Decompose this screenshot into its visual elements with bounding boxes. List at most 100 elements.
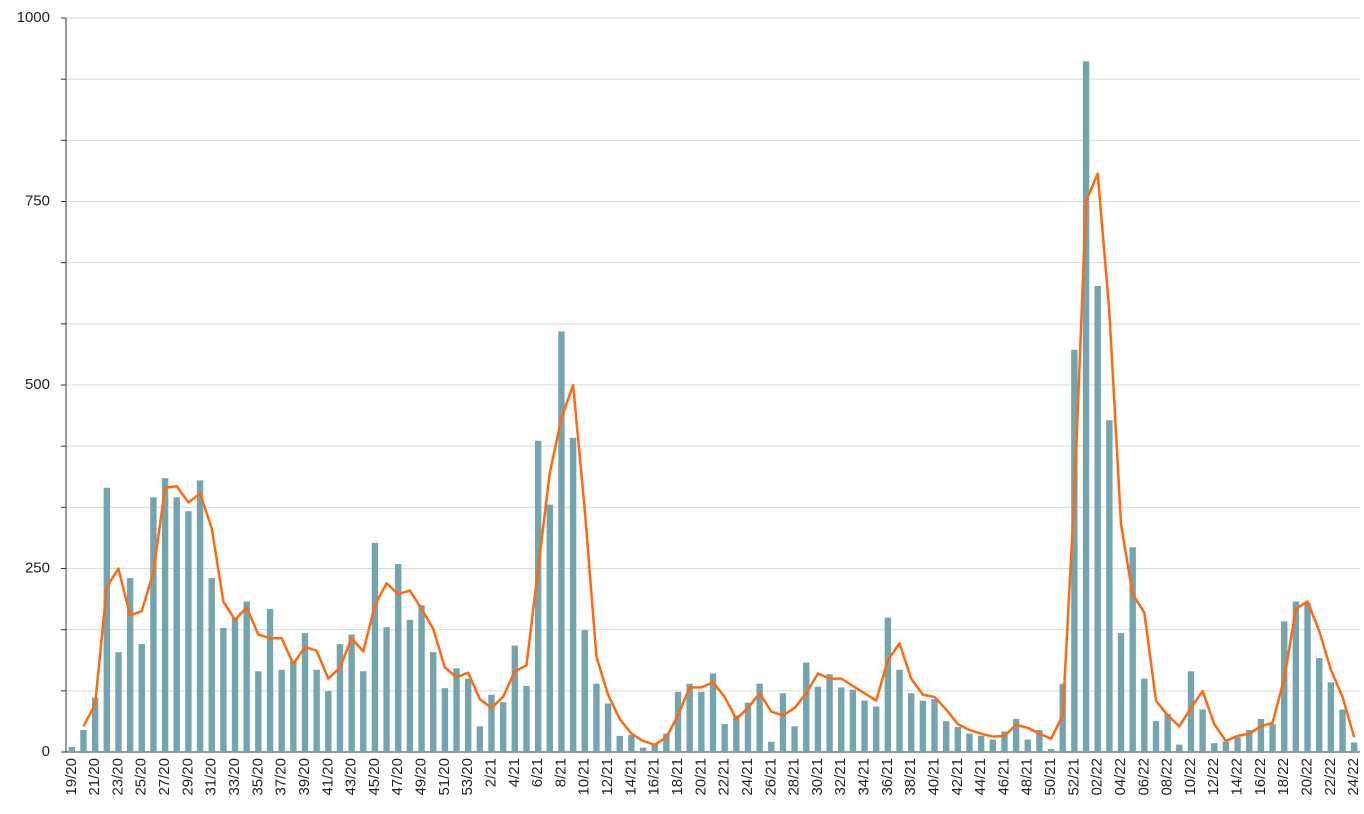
x-tick-label: 16/22 <box>1252 758 1269 796</box>
bar <box>115 652 122 752</box>
bar <box>1036 729 1043 752</box>
bar <box>150 497 157 752</box>
bar <box>243 601 250 752</box>
x-tick-label: 37/20 <box>273 758 290 796</box>
bar <box>569 437 577 752</box>
bar <box>511 645 519 752</box>
bar <box>674 691 682 752</box>
bar <box>989 739 996 752</box>
bar <box>768 741 775 752</box>
bar <box>942 721 950 752</box>
bar <box>558 331 565 752</box>
y-tick-label: 0 <box>42 743 50 760</box>
x-tick-label: 35/20 <box>249 758 266 796</box>
x-tick-label: 31/20 <box>203 758 220 796</box>
bar <box>1047 749 1055 752</box>
bar <box>744 702 752 752</box>
x-tick-label: 18/21 <box>669 758 686 796</box>
x-tick-label: 27/20 <box>156 758 173 796</box>
x-tick-label: 16/21 <box>646 758 663 796</box>
bar <box>931 699 938 752</box>
bar <box>861 700 868 752</box>
bar <box>1071 349 1078 752</box>
bar <box>873 706 880 752</box>
bar <box>1246 729 1253 752</box>
bar <box>383 627 390 752</box>
bar <box>1315 658 1323 752</box>
bar <box>838 687 845 752</box>
x-tick-label: 42/21 <box>949 758 966 796</box>
bar <box>1222 741 1230 752</box>
bar <box>803 662 810 752</box>
y-tick-label: 250 <box>25 559 50 576</box>
x-tick-label: 4/21 <box>506 758 523 787</box>
bar <box>126 578 134 752</box>
bar <box>196 480 204 752</box>
bar <box>534 440 542 752</box>
x-tick-label: 6/21 <box>529 758 546 787</box>
bar <box>418 605 425 752</box>
bar <box>709 673 717 752</box>
bar <box>1164 713 1171 752</box>
x-tick-label: 22/21 <box>716 758 733 796</box>
x-tick-label: 18/22 <box>1275 758 1292 796</box>
x-tick-label: 06/22 <box>1135 758 1152 796</box>
bar <box>849 689 857 752</box>
bar <box>220 627 227 752</box>
bar <box>779 693 787 752</box>
bar <box>395 564 402 752</box>
bar <box>68 746 76 752</box>
bar <box>826 674 833 752</box>
x-tick-label: 29/20 <box>179 758 196 796</box>
bar <box>663 733 670 752</box>
bar <box>919 700 927 752</box>
bar <box>523 685 530 752</box>
bar <box>138 644 145 752</box>
x-tick-label: 20/21 <box>692 758 709 796</box>
bar <box>966 733 973 752</box>
x-tick-label: 40/21 <box>925 758 942 796</box>
bar <box>1129 547 1136 752</box>
x-tick-label: 28/21 <box>786 758 803 796</box>
x-tick-label: 33/20 <box>226 758 243 796</box>
bar <box>1012 718 1020 752</box>
bar <box>208 578 215 752</box>
x-tick-label: 24/22 <box>1345 758 1362 796</box>
y-tick-label: 500 <box>25 376 50 393</box>
bar <box>1327 682 1335 752</box>
x-tick-label: 19/20 <box>63 758 80 796</box>
x-tick-label: 20/22 <box>1299 758 1316 796</box>
bar <box>441 688 449 752</box>
x-tick-label: 10/22 <box>1182 758 1199 796</box>
y-tick-label: 750 <box>25 192 50 209</box>
bar <box>336 644 344 752</box>
bar <box>756 683 763 752</box>
x-tick-label: 44/21 <box>972 758 989 796</box>
x-tick-label: 34/21 <box>856 758 873 796</box>
x-tick-label: 46/21 <box>995 758 1012 796</box>
bar <box>1152 721 1160 752</box>
bar <box>313 669 320 752</box>
bar <box>639 747 647 752</box>
bar <box>488 694 495 752</box>
bar <box>907 693 915 752</box>
x-tick-label: 51/20 <box>436 758 453 796</box>
bar <box>1001 731 1008 752</box>
x-tick-label: 38/21 <box>902 758 919 796</box>
x-tick-label: 32/21 <box>832 758 849 796</box>
bar <box>896 669 903 752</box>
x-tick-label: 12/21 <box>599 758 616 796</box>
bar <box>231 617 239 752</box>
bar <box>406 619 414 752</box>
bar <box>721 724 728 752</box>
bar <box>1292 601 1300 752</box>
bar <box>1257 718 1265 752</box>
x-tick-label: 2/21 <box>482 758 499 787</box>
bar <box>1281 621 1288 752</box>
bar <box>348 634 355 752</box>
bar <box>1187 671 1195 752</box>
bar <box>464 678 472 752</box>
x-tick-label: 8/21 <box>552 758 569 787</box>
x-tick-label: 48/21 <box>1019 758 1036 796</box>
